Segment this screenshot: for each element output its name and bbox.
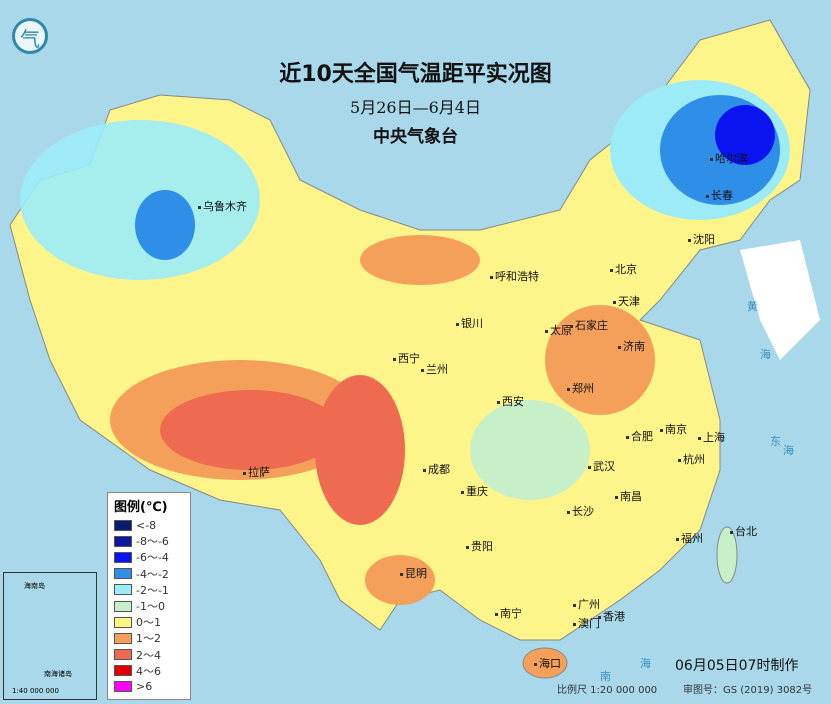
region-cold-dzungaria [135,190,195,260]
legend-item: -6～-4 [114,549,190,565]
city-label: 澳门 [573,615,600,631]
city-label: 郑州 [567,380,594,396]
city-label: 兰州 [421,361,448,377]
city-label: 海口 [534,655,561,671]
cma-logo: 气 [12,18,48,54]
city-label: 台北 [730,523,757,539]
date-range: 5月26日—6月4日 [350,98,481,117]
city-label: 银川 [456,315,483,331]
city-label: 西安 [497,393,524,409]
legend-swatch [114,519,132,531]
legend-label: 0～1 [136,616,161,630]
city-label: 西宁 [393,350,420,366]
city-label: 哈尔滨 [710,150,748,166]
legend-label: -2～-1 [136,583,169,597]
sea-label: 黄 [747,300,758,313]
legend-label: -4～-2 [136,567,169,581]
city-label: 南京 [660,421,687,437]
city-label: 香港 [598,608,625,624]
sea-label: 东 [770,435,781,448]
city-label: 太原 [545,322,572,338]
agency: 中央气象台 [373,127,458,147]
island-taiwan [716,526,738,584]
legend-item: 0～1 [114,614,190,630]
region-hot-tibet [160,390,340,470]
map-title: 近10天全国气温距平实况图 [279,62,552,87]
legend-label: -6～-4 [136,551,169,565]
legend-label: -8～-6 [136,535,169,549]
city-label: 昆明 [400,565,427,581]
legend-swatch [114,665,132,677]
city-label: 上海 [698,429,725,445]
city-label: 呼和浩特 [490,268,539,284]
region-warm-inner-mongolia [360,235,480,285]
inset-label: 南海诸岛 [44,670,72,678]
legend-item: -4～-2 [114,566,190,582]
sea-label: 海 [760,348,771,361]
legend-swatch [114,616,132,628]
legend-label: 4～6 [136,664,161,678]
city-label: 长沙 [567,503,594,519]
legend-swatch [114,632,132,644]
city-label: 南昌 [615,488,642,504]
city-label: 沈阳 [688,231,715,247]
city-label: 石家庄 [570,317,608,333]
city-label: 武汉 [588,458,615,474]
legend-label: >6 [136,680,153,694]
legend-item: -1～0 [114,598,190,614]
city-label: 成都 [423,461,450,477]
legend-label: <-8 [136,518,157,532]
legend-swatch [114,649,132,661]
region-cool-northwest [20,120,260,280]
legend-swatch [114,551,132,563]
city-label: 天津 [613,293,640,309]
legend-title: 图例(℃) [114,500,168,515]
map-scale: 比例尺 1:20 000 000 [557,685,658,696]
legend-item: -2～-1 [114,582,190,598]
korea-peninsula [740,240,820,360]
city-label: 福州 [676,530,703,546]
inset-scale: 1:40 000 000 [12,687,59,695]
legend: 图例(℃) <-8 -8～-6 -6～-4 -4～-2 -2～-1 -1～0 0～1 1～2 2… [107,492,191,700]
inset-hainan-label: 海南岛 [24,582,45,590]
region-cool-central [470,400,590,500]
legend-swatch [114,584,132,596]
legend-item: <-8 [114,517,190,533]
city-label: 长春 [706,187,733,203]
city-label: 重庆 [461,483,488,499]
region-hot-west-sichuan [315,375,405,525]
south-china-sea-inset: 海南岛 南海诸岛 1:40 000 000 [3,572,97,700]
legend-swatch [114,681,132,693]
legend-swatch [114,535,132,547]
city-label: 合肥 [626,428,653,444]
legend-item: 1～2 [114,630,190,646]
city-label: 杭州 [678,451,705,467]
legend-label: 2～4 [136,648,161,662]
sea-label: 南 [600,670,611,683]
city-label: 贵阳 [466,538,493,554]
city-label: 广州 [573,596,600,612]
legend-swatch [114,600,132,612]
city-label: 济南 [618,338,645,354]
legend-item: 4～6 [114,663,190,679]
legend-item: 2～4 [114,647,190,663]
city-label: 南宁 [495,605,522,621]
legend-label: -1～0 [136,600,165,614]
sea-label: 海 [640,657,651,670]
city-label: 拉萨 [243,464,270,480]
city-label: 乌鲁木齐 [198,198,247,214]
legend-item: -8～-6 [114,533,190,549]
legend-label: 1～2 [136,632,161,646]
legend-swatch [114,568,132,580]
approval-number: 审图号：GS (2019) 3082号 [683,685,813,696]
sea-label: 海 [783,444,794,457]
legend-item: >6 [114,679,190,695]
production-time: 06月05日07时制作 [675,658,799,674]
city-label: 北京 [610,261,637,277]
